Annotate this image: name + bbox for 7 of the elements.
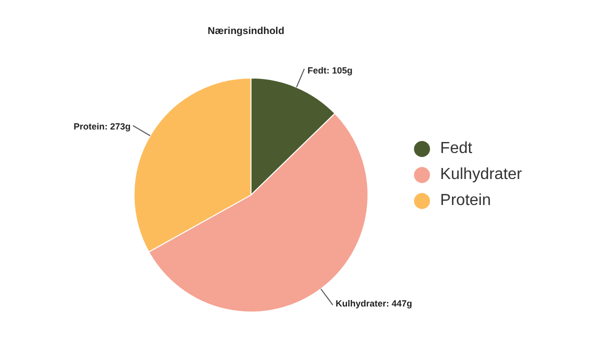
data-label: Kulhydrater: 447g <box>336 298 412 308</box>
chart-title: Næringsindhold <box>208 26 284 37</box>
data-label: Protein: 273g <box>74 122 131 132</box>
data-label: Fedt: 105g <box>308 66 353 76</box>
legend-label: Protein <box>440 192 491 209</box>
legend-label: Kulhydrater <box>440 166 522 183</box>
legend-label: Fedt <box>440 140 472 157</box>
